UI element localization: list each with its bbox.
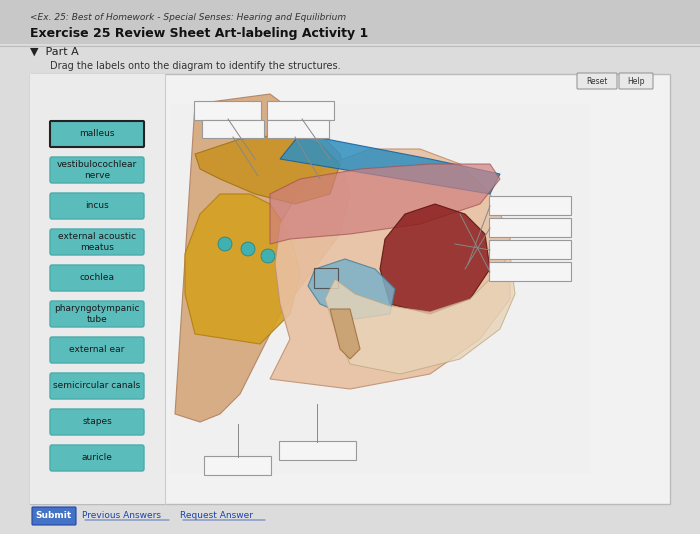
FancyBboxPatch shape — [170, 104, 590, 474]
FancyBboxPatch shape — [489, 218, 571, 237]
FancyBboxPatch shape — [0, 0, 700, 44]
Text: Drag the labels onto the diagram to identify the structures.: Drag the labels onto the diagram to iden… — [50, 61, 341, 71]
Text: external acoustic
meatus: external acoustic meatus — [58, 232, 136, 252]
FancyBboxPatch shape — [32, 507, 76, 525]
FancyBboxPatch shape — [204, 456, 271, 475]
FancyBboxPatch shape — [619, 73, 653, 89]
Circle shape — [241, 242, 255, 256]
Text: incus: incus — [85, 201, 109, 210]
Text: Submit: Submit — [36, 512, 72, 521]
Text: Exercise 25 Review Sheet Art-labeling Activity 1: Exercise 25 Review Sheet Art-labeling Ac… — [30, 27, 368, 41]
FancyBboxPatch shape — [50, 157, 144, 183]
FancyBboxPatch shape — [194, 101, 261, 120]
Text: semicircular canals: semicircular canals — [53, 381, 141, 390]
Text: Request Answer: Request Answer — [180, 512, 253, 521]
Circle shape — [218, 237, 232, 251]
FancyBboxPatch shape — [30, 74, 165, 504]
Polygon shape — [185, 194, 300, 344]
Polygon shape — [380, 204, 490, 314]
FancyBboxPatch shape — [50, 337, 144, 363]
Text: cochlea: cochlea — [80, 273, 115, 282]
FancyBboxPatch shape — [50, 301, 144, 327]
Text: <Ex. 25: Best of Homework - Special Senses: Hearing and Equilibrium: <Ex. 25: Best of Homework - Special Sens… — [30, 13, 346, 22]
FancyBboxPatch shape — [489, 240, 571, 259]
Polygon shape — [270, 149, 510, 389]
Text: auricle: auricle — [82, 453, 113, 462]
FancyBboxPatch shape — [489, 196, 571, 215]
Polygon shape — [330, 309, 360, 359]
Text: Previous Answers: Previous Answers — [82, 512, 161, 521]
FancyBboxPatch shape — [50, 373, 144, 399]
FancyBboxPatch shape — [50, 445, 144, 471]
FancyBboxPatch shape — [30, 74, 670, 504]
FancyBboxPatch shape — [50, 409, 144, 435]
FancyBboxPatch shape — [267, 120, 329, 138]
Text: malleus: malleus — [79, 130, 115, 138]
Polygon shape — [280, 134, 500, 194]
Text: vestibulocochlear
nerve: vestibulocochlear nerve — [57, 160, 137, 180]
Text: stapes: stapes — [82, 418, 112, 427]
Polygon shape — [195, 134, 340, 204]
FancyBboxPatch shape — [279, 441, 356, 460]
Polygon shape — [175, 94, 350, 422]
FancyBboxPatch shape — [577, 73, 617, 89]
FancyBboxPatch shape — [50, 121, 144, 147]
Text: external ear: external ear — [69, 345, 125, 355]
Polygon shape — [308, 259, 395, 319]
Text: Help: Help — [627, 76, 645, 85]
FancyBboxPatch shape — [50, 265, 144, 291]
Polygon shape — [325, 254, 515, 374]
Text: pharyngotympanic
tube: pharyngotympanic tube — [55, 304, 140, 324]
FancyBboxPatch shape — [267, 101, 334, 120]
FancyBboxPatch shape — [202, 120, 264, 138]
FancyBboxPatch shape — [50, 193, 144, 219]
Text: ▼  Part A: ▼ Part A — [30, 47, 78, 57]
FancyBboxPatch shape — [489, 262, 571, 281]
Text: Reset: Reset — [587, 76, 608, 85]
Polygon shape — [270, 164, 500, 244]
Circle shape — [261, 249, 275, 263]
FancyBboxPatch shape — [50, 229, 144, 255]
